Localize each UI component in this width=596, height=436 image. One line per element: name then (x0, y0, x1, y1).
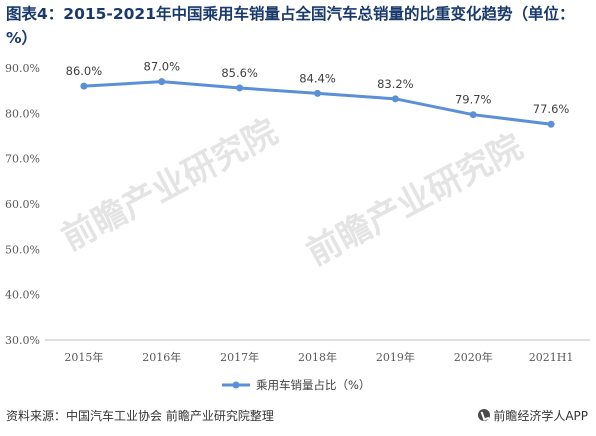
y-tick-label: 70.0% (5, 153, 40, 166)
watermark-text: 前瞻产业研究院 (300, 127, 529, 274)
legend-marker (232, 381, 240, 389)
y-tick-label: 50.0% (5, 243, 40, 256)
series-layer: 86.0% 87.0% 85.6% 84.4% 83.2% 79.7% 77.6% (66, 60, 570, 128)
y-tick-label: 30.0% (5, 334, 40, 347)
data-point (80, 82, 88, 90)
y-tick-label: 80.0% (5, 107, 40, 120)
chart-title: 图表4：2015-2021年中国乘用车销量占全国汽车总销量的比重变化趋势（单位：… (6, 5, 575, 47)
watermark-text: 前瞻产业研究院 (55, 112, 284, 259)
data-point (314, 89, 321, 97)
data-label: 86.0% (66, 64, 103, 78)
x-tick-label: 2020年 (454, 350, 493, 364)
data-point (547, 120, 555, 128)
watermark-layer: 前瞻产业研究院 前瞻产业研究院 (55, 112, 529, 274)
data-label: 84.4% (299, 71, 336, 85)
brand-logo-icon (478, 409, 491, 421)
x-tick-label: 2017年 (220, 350, 259, 364)
data-label: 83.2% (377, 77, 414, 91)
y-tick-label: 40.0% (5, 289, 40, 302)
data-label: 79.7% (455, 93, 492, 107)
x-tick-label: 2019年 (376, 350, 415, 364)
x-axis: 2015年 2016年 2017年 2018年 2019年 2020年 2021H1 (64, 350, 573, 364)
data-label: 87.0% (144, 60, 181, 74)
source-note: 资料来源：中国汽车工业协会 前瞻产业研究院整理 (6, 409, 274, 423)
data-point (469, 111, 477, 119)
legend: 乘用车销量占比（%） (222, 378, 370, 392)
y-tick-label: 90.0% (5, 62, 40, 75)
x-tick-label: 2015年 (64, 350, 103, 364)
data-point (236, 84, 244, 92)
y-tick-label: 60.0% (5, 198, 40, 211)
brand-credit: 前瞻经济学人APP (478, 407, 588, 424)
x-tick-label: 2016年 (142, 350, 181, 364)
y-axis: 30.0% 40.0% 50.0% 60.0% 70.0% 80.0% 90.0% (5, 62, 40, 347)
x-tick-label: 2018年 (298, 350, 337, 364)
legend-label: 乘用车销量占比（%） (256, 378, 370, 392)
data-label: 85.6% (221, 66, 258, 80)
data-point (158, 78, 166, 86)
data-label: 77.6% (533, 102, 570, 116)
data-point (391, 95, 399, 103)
x-tick-label: 2021H1 (529, 351, 574, 364)
brand-label: 前瞻经济学人APP (493, 409, 588, 423)
